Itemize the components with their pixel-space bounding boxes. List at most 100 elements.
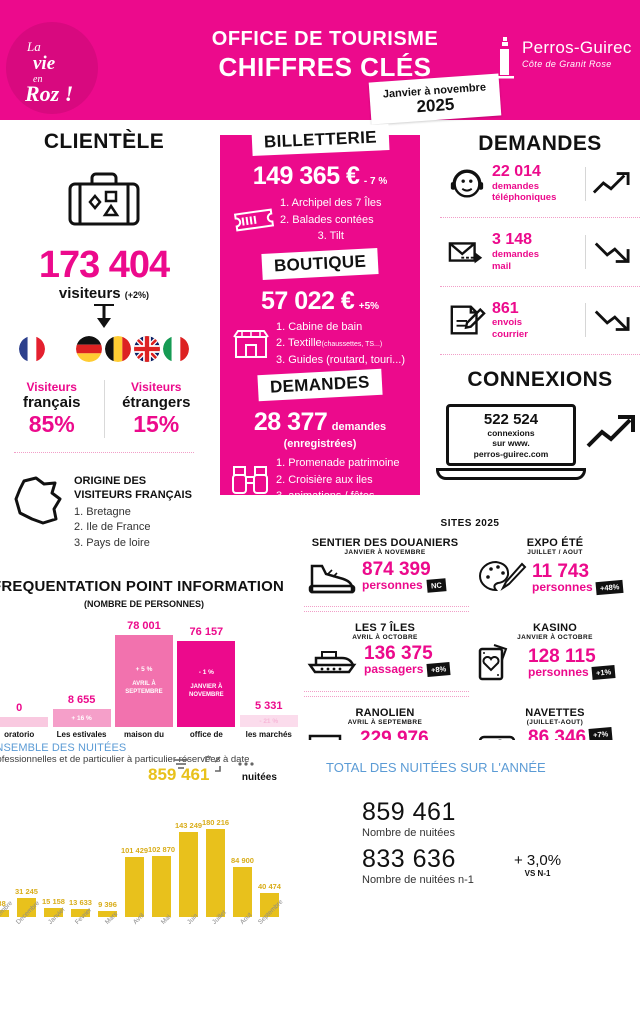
bar-value: 102 870 — [147, 845, 176, 854]
bar-value: 180 216 — [201, 818, 230, 827]
demandes-mail-value: 3 148 — [491, 231, 533, 249]
nuitees-header: ENSEMBLE DES NUITÉES professionnelles et… — [0, 740, 640, 785]
site-value: 136 375 — [364, 642, 433, 664]
divider — [14, 452, 194, 453]
flag-belgium — [105, 336, 131, 362]
demandes-courrier-label1: envois — [491, 317, 523, 329]
demandes-courrier-label2: courrier — [491, 329, 528, 341]
demandes-section: DEMANDES 22 014 demandes téléphoniques — [440, 132, 640, 361]
boutique-label: BOUTIQUE — [261, 247, 379, 280]
foreign-l1: Visiteurs — [131, 380, 182, 394]
filter-icon[interactable] — [173, 757, 189, 771]
divider — [304, 696, 469, 697]
site-unit: passagers — [364, 661, 424, 676]
billetterie-pct: - 7 % — [363, 176, 388, 187]
clientele-total: 173 404 — [38, 244, 170, 286]
clientele-section: CLIENTÈLE 173 404 visiteurs (+2%) — [0, 130, 208, 552]
boutique-label-wrap: BOUTIQUE — [220, 247, 420, 280]
demandes-row-mail: 3 148 demandes mail — [440, 224, 640, 279]
expand-icon[interactable] — [205, 756, 221, 772]
demandes-inner-amount: 28 377 — [253, 408, 328, 436]
svg-text:Roz !: Roz ! — [24, 81, 73, 106]
perros-guirec-logo: Perros-Guirec Côte de Granit Rose — [522, 38, 632, 69]
date-range-badge: Janvier à novembre 2025 — [368, 73, 502, 125]
bar — [260, 893, 279, 917]
bar-value: 5 331 — [254, 700, 283, 712]
bar-value: 101 429 — [120, 846, 149, 855]
divider — [585, 235, 587, 270]
page-header: La vie en Roz ! OFFICE DE TOURISME CHIFF… — [0, 0, 640, 125]
france-map-icon — [14, 476, 62, 525]
list-item: 1. Archipel des 7 Îles — [280, 197, 382, 209]
envelope-arrow-icon — [448, 242, 483, 264]
origine-heading-1: ORIGINE DES — [74, 475, 147, 487]
bar — [44, 908, 63, 917]
site-unit: personnes — [362, 577, 423, 592]
bar-period: JANVIER À NOVEMBRE — [189, 683, 224, 698]
divider — [440, 354, 640, 356]
site-period: AVRIL À OCTOBRE — [352, 634, 418, 641]
bar-group: 5 331 - 21 % — [239, 615, 298, 727]
flag-italy — [163, 336, 189, 362]
site-period: (JUILLET-AOUT) — [526, 719, 584, 726]
demandes-telephone-value: 22 014 — [491, 163, 541, 180]
more-options-icon[interactable] — [237, 761, 255, 767]
nuitees-total-value: 859 461 — [148, 765, 210, 784]
bar-value: 40 474 — [258, 882, 281, 891]
ticket-icon — [233, 208, 275, 232]
trend-down-icon — [595, 310, 630, 332]
demandes-mail-label2: mail — [491, 260, 511, 272]
frequentation-chart: FREQUENTATION POINT INFORMATION (NOMBRE … — [0, 578, 304, 748]
list-item: 1. Bretagne — [74, 505, 131, 518]
bar — [125, 857, 144, 917]
list-item: 3. Tilt — [317, 230, 344, 242]
headset-operator-icon — [450, 169, 484, 198]
summary-value-1: 859 461 — [362, 798, 456, 827]
billetterie-list: 1. Archipel des 7 Îles 2. Balades contée… — [280, 195, 382, 245]
demandes-inner-unit: demandes — [331, 421, 387, 433]
demandes-inner-amount-row: 28 377 demandes — [220, 408, 420, 437]
bar — [0, 910, 9, 917]
bar-group: 40 474 Septembre — [256, 818, 284, 928]
status-badge: NC — [426, 578, 447, 593]
origine-text: ORIGINE DES VISITEURS FRANÇAIS 1. Bretag… — [74, 475, 192, 552]
nuitees-total-unit: nuitées — [241, 772, 277, 783]
list-item: 3. animations / fêtes — [276, 490, 375, 502]
arrow-down-icon — [0, 304, 208, 330]
list-item: 2. Ile de France — [74, 521, 151, 534]
lighthouse-icon — [496, 37, 514, 79]
origine-block: ORIGINE DES VISITEURS FRANÇAIS 1. Bretag… — [0, 475, 208, 552]
site-value: 11 743 — [532, 560, 590, 582]
demandes-row-telephone: 22 014 demandes téléphoniques — [440, 156, 640, 211]
laptop-icon: 522 524 connexions sur www. perros-guire… — [436, 404, 586, 480]
list-item: 1. Promenade patrimoine — [276, 457, 400, 469]
x-tick-label: les marchés — [245, 730, 292, 739]
nuitees-bar-chart: 788 Novembre 31 245 Decembre 15 158 Janv… — [0, 788, 316, 928]
bar-value: 8 655 — [67, 694, 96, 706]
summary-caption-1: Nombre de nuitées — [362, 827, 455, 840]
bar — [0, 717, 49, 727]
bar-period: AVRIL À SEPTEMBRE — [125, 680, 163, 695]
french-l2: français — [22, 394, 81, 411]
playing-cards-icon — [478, 644, 508, 681]
divider — [304, 606, 469, 607]
demandes-telephone-text: 22 014 demandes téléphoniques — [492, 163, 579, 204]
demandes-telephone-label1: demandes — [491, 180, 539, 192]
bar-group: 102 870 Mai — [148, 818, 175, 928]
boutique-amount: 57 022 € — [260, 286, 355, 315]
svg-text:La: La — [26, 39, 41, 54]
boutique-pct: +5% — [358, 300, 380, 312]
site-period: JUILLET / AOUT — [527, 549, 583, 556]
title-line-2: CHIFFRES CLÉS — [218, 52, 432, 82]
clientele-total-label: visiteurs (+2%) — [0, 285, 208, 302]
bar: + 16 % — [52, 709, 111, 727]
connexions-body: 522 524 connexions sur www. perros-guire… — [436, 392, 640, 480]
list-item: 2. Textille(chaussettes, TS...) — [276, 335, 405, 352]
bar-value: 15 158 — [42, 897, 65, 906]
boat-icon — [307, 651, 357, 674]
frequentation-plot: 0 8 655 + 16 % 78 001 + 5 % AVRIL À SEPT… — [0, 615, 304, 727]
svg-text:vie: vie — [33, 53, 56, 74]
letter-pencil-icon — [450, 305, 486, 335]
bar-value: 9 396 — [98, 900, 117, 909]
list-item: 3. Guides (routard, touri...) — [276, 353, 405, 366]
